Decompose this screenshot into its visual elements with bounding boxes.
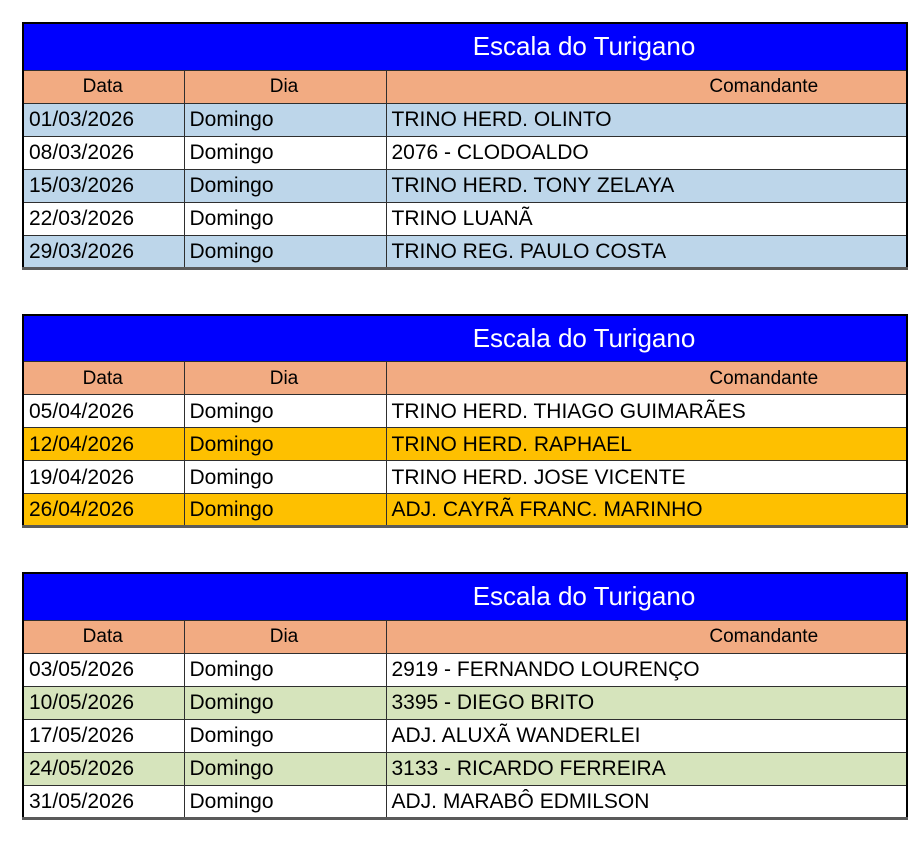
table-row: 12/04/2026 Domingo TRINO HERD. RAPHAEL: [22, 427, 908, 461]
escala-table-april: Escala do Turigano Data Dia Comandante 0…: [22, 313, 908, 528]
table-row: 08/03/2026 Domingo 2076 - CLODOALDO: [22, 135, 908, 170]
escala-table-may: Escala do Turigano Data Dia Comandante 0…: [22, 572, 908, 820]
column-header-data: Data: [22, 361, 185, 395]
table-row: 26/04/2026 Domingo ADJ. CAYRÃ FRANC. MAR…: [22, 493, 908, 527]
column-header-comandante: Comandante: [385, 69, 908, 104]
column-header-comandante: Comandante: [385, 361, 908, 395]
cell-data: 19/04/2026: [22, 460, 185, 494]
table-title: Escala do Turigano: [22, 22, 908, 71]
cell-data: 10/05/2026: [22, 685, 185, 720]
table-title: Escala do Turigano: [22, 314, 908, 362]
cell-comandante: 3133 - RICARDO FERREIRA: [385, 751, 908, 786]
cell-dia: Domingo: [183, 135, 387, 170]
cell-dia: Domingo: [183, 168, 387, 203]
table-row: 24/05/2026 Domingo 3133 - RICARDO FERREI…: [22, 751, 908, 786]
column-header-dia: Dia: [183, 619, 387, 654]
cell-dia: Domingo: [183, 685, 387, 720]
table-row: 01/03/2026 Domingo TRINO HERD. OLINTO: [22, 102, 908, 137]
cell-comandante: 2919 - FERNANDO LOURENÇO: [385, 652, 908, 687]
cell-comandante: 2076 - CLODOALDO: [385, 135, 908, 170]
cell-comandante: TRINO HERD. RAPHAEL: [385, 427, 908, 461]
cell-comandante: TRINO HERD. OLINTO: [385, 102, 908, 137]
cell-data: 05/04/2026: [22, 394, 185, 428]
cell-comandante: TRINO LUANÃ: [385, 201, 908, 236]
cell-comandante: ADJ. ALUXÃ WANDERLEI: [385, 718, 908, 753]
table-row: 05/04/2026 Domingo TRINO HERD. THIAGO GU…: [22, 394, 908, 428]
table-row: 31/05/2026 Domingo ADJ. MARABÔ EDMILSON: [22, 784, 908, 819]
cell-data: 17/05/2026: [22, 718, 185, 753]
column-header-dia: Dia: [183, 361, 387, 395]
cell-dia: Domingo: [183, 460, 387, 494]
column-header-data: Data: [22, 69, 185, 104]
cell-dia: Domingo: [183, 652, 387, 687]
cell-dia: Domingo: [183, 784, 387, 819]
cell-dia: Domingo: [183, 718, 387, 753]
cell-data: 26/04/2026: [22, 493, 185, 527]
cell-data: 24/05/2026: [22, 751, 185, 786]
cell-comandante: 3395 - DIEGO BRITO: [385, 685, 908, 720]
cell-comandante: ADJ. CAYRÃ FRANC. MARINHO: [385, 493, 908, 527]
column-header-row: Data Dia Comandante: [22, 69, 908, 104]
cell-data: 03/05/2026: [22, 652, 185, 687]
table-row: 03/05/2026 Domingo 2919 - FERNANDO LOURE…: [22, 652, 908, 687]
cell-data: 01/03/2026: [22, 102, 185, 137]
table-title-row: Escala do Turigano: [22, 22, 908, 71]
cell-comandante: TRINO REG. PAULO COSTA: [385, 234, 908, 269]
cell-dia: Domingo: [183, 394, 387, 428]
cell-dia: Domingo: [183, 427, 387, 461]
table-row: 19/04/2026 Domingo TRINO HERD. JOSE VICE…: [22, 460, 908, 494]
column-header-row: Data Dia Comandante: [22, 361, 908, 395]
cell-data: 08/03/2026: [22, 135, 185, 170]
cell-data: 15/03/2026: [22, 168, 185, 203]
column-header-comandante: Comandante: [385, 619, 908, 654]
escala-table-march: Escala do Turigano Data Dia Comandante 0…: [22, 22, 908, 270]
cell-dia: Domingo: [183, 201, 387, 236]
cell-data: 31/05/2026: [22, 784, 185, 819]
cell-dia: Domingo: [183, 102, 387, 137]
cell-comandante: TRINO HERD. TONY ZELAYA: [385, 168, 908, 203]
column-header-dia: Dia: [183, 69, 387, 104]
table-row: 10/05/2026 Domingo 3395 - DIEGO BRITO: [22, 685, 908, 720]
table-row: 17/05/2026 Domingo ADJ. ALUXÃ WANDERLEI: [22, 718, 908, 753]
column-header-data: Data: [22, 619, 185, 654]
cell-dia: Domingo: [183, 493, 387, 527]
column-header-row: Data Dia Comandante: [22, 619, 908, 654]
cell-data: 12/04/2026: [22, 427, 185, 461]
table-row: 29/03/2026 Domingo TRINO REG. PAULO COST…: [22, 234, 908, 269]
table-title-row: Escala do Turigano: [22, 572, 908, 621]
cell-data: 29/03/2026: [22, 234, 185, 269]
table-title: Escala do Turigano: [22, 572, 908, 621]
table-row: 15/03/2026 Domingo TRINO HERD. TONY ZELA…: [22, 168, 908, 203]
cell-comandante: TRINO HERD. JOSE VICENTE: [385, 460, 908, 494]
cell-comandante: ADJ. MARABÔ EDMILSON: [385, 784, 908, 819]
cell-data: 22/03/2026: [22, 201, 185, 236]
table-title-row: Escala do Turigano: [22, 314, 908, 362]
table-row: 22/03/2026 Domingo TRINO LUANÃ: [22, 201, 908, 236]
cell-dia: Domingo: [183, 234, 387, 269]
schedule-sheet: Escala do Turigano Data Dia Comandante 0…: [22, 22, 908, 820]
cell-dia: Domingo: [183, 751, 387, 786]
cell-comandante: TRINO HERD. THIAGO GUIMARÃES: [385, 394, 908, 428]
